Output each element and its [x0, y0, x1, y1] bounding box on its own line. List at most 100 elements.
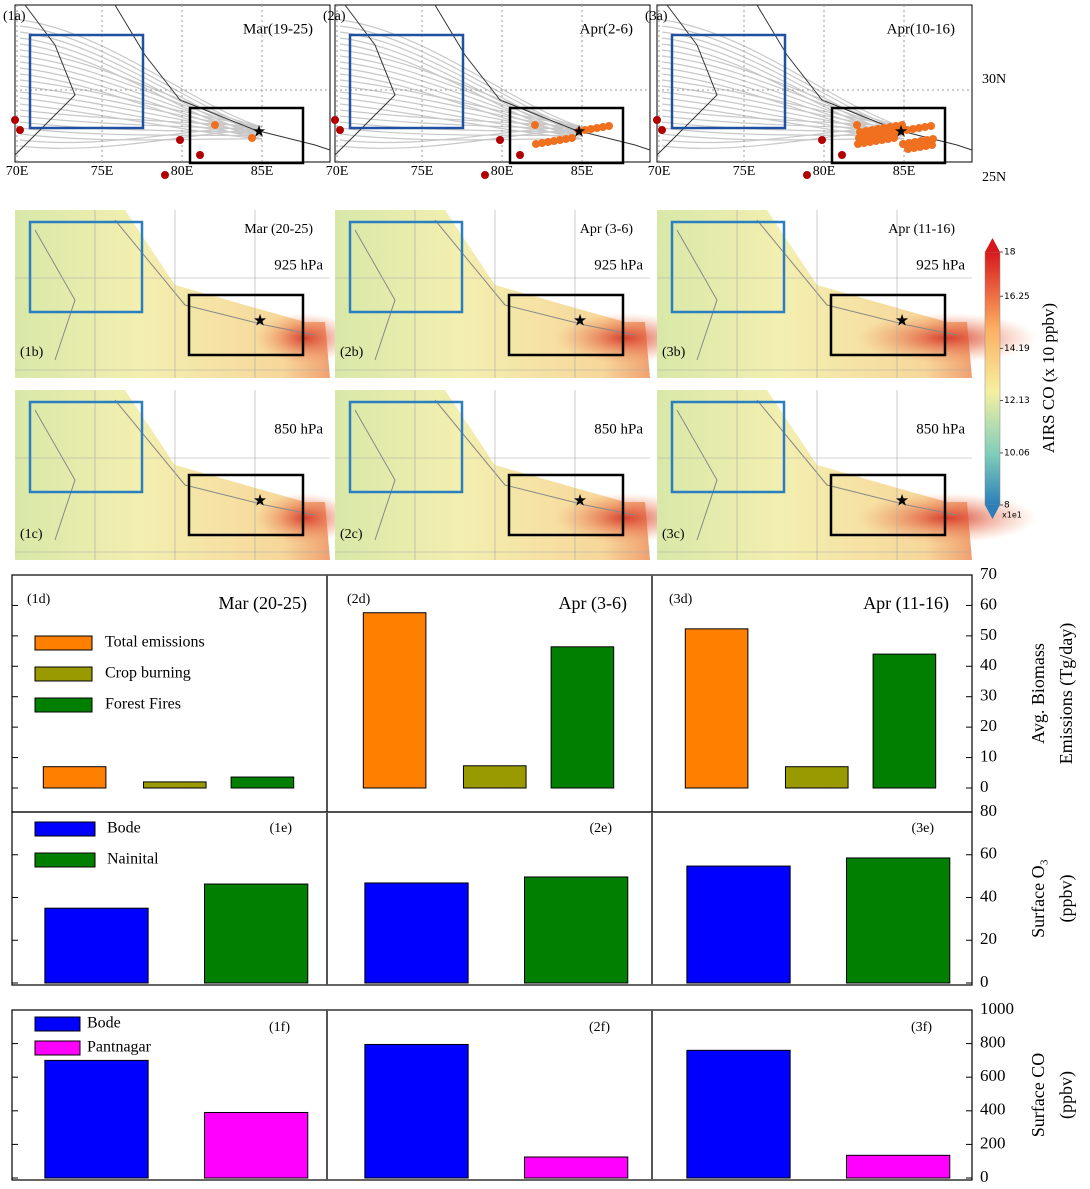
y-tick-label: 40 — [980, 655, 997, 674]
fire — [868, 126, 876, 134]
bar — [845, 1154, 951, 1179]
pressure-level: 850 hPa — [594, 421, 643, 437]
region-box — [670, 220, 786, 314]
fire — [862, 127, 870, 135]
trajectory — [19, 73, 263, 140]
colorbar-tick-label: 16.25 — [1004, 292, 1030, 302]
panel-label: (2b) — [340, 345, 364, 360]
site-star: ★ — [253, 313, 267, 330]
lat-label: 25N — [982, 170, 1006, 185]
fire — [890, 134, 898, 142]
fire — [867, 132, 875, 140]
pressure-level: 925 hPa — [916, 257, 965, 273]
pressure-level: 925 hPa — [274, 257, 323, 273]
fire — [658, 126, 666, 134]
fire — [860, 139, 868, 147]
region-box — [829, 473, 947, 537]
bar — [523, 876, 629, 984]
fire — [879, 130, 887, 138]
site-star: ★ — [895, 313, 909, 330]
y-tick-label: 20 — [980, 929, 997, 948]
y-tick-label: 600 — [980, 1066, 1006, 1085]
region-box — [348, 400, 464, 494]
fire — [568, 134, 576, 142]
fire — [874, 125, 882, 133]
region-box — [187, 293, 305, 357]
panel-title: Apr (3-6) — [559, 593, 627, 614]
fire — [556, 136, 564, 144]
trajectory — [339, 73, 583, 140]
trajectory — [19, 61, 263, 134]
colorbar-cap — [985, 505, 1000, 519]
fire — [854, 140, 862, 148]
panel-title: Mar (20-25) — [244, 222, 313, 237]
fire — [516, 151, 524, 159]
trajectory — [661, 55, 905, 131]
bar — [362, 612, 427, 789]
fire — [856, 128, 864, 136]
region-box — [188, 106, 305, 165]
panel-title: Mar (20-25) — [219, 593, 307, 614]
border — [34, 399, 316, 541]
site-star: ★ — [895, 493, 909, 510]
panel-label: (2c) — [340, 527, 363, 542]
trajectory — [339, 97, 583, 137]
lon-label: 80E — [813, 164, 836, 179]
trajectory — [339, 109, 583, 128]
fire — [855, 134, 863, 142]
y-axis-label: (ppbv) — [1056, 1071, 1077, 1119]
panel-label: (2f) — [589, 1020, 610, 1035]
border — [676, 219, 958, 361]
legend-swatch — [34, 697, 93, 713]
fire — [880, 124, 888, 132]
panel-label: (1f) — [269, 1020, 290, 1035]
fire — [927, 122, 935, 130]
fire — [922, 142, 930, 150]
panel-title: Mar(19-25) — [243, 21, 313, 37]
fire — [532, 140, 540, 148]
trajectory — [19, 67, 263, 137]
border — [354, 399, 636, 541]
y-tick-label: 70 — [980, 564, 997, 583]
fire — [653, 116, 661, 124]
region-box — [829, 293, 947, 357]
fire — [872, 137, 880, 145]
legend-label: Bode — [107, 820, 141, 837]
trajectory — [339, 55, 583, 131]
fire — [878, 136, 886, 144]
colorbar-label: AIRS CO (x 10 ppbv) — [1039, 303, 1058, 453]
fire — [818, 136, 826, 144]
pressure-level: 850 hPa — [274, 421, 323, 437]
border — [676, 399, 958, 541]
legend-label: Crop burning — [105, 665, 191, 682]
y-tick-label: 10 — [980, 746, 997, 765]
fire — [550, 137, 558, 145]
fire — [905, 139, 913, 147]
fire — [898, 121, 906, 129]
fire — [331, 116, 339, 124]
border — [656, 4, 973, 156]
legend-label: Bode — [87, 1015, 121, 1032]
bar — [845, 857, 951, 984]
fire — [593, 124, 601, 132]
region-box — [507, 293, 625, 357]
fire — [866, 138, 874, 146]
region-box — [830, 106, 947, 165]
legend-swatch — [34, 635, 93, 651]
bar — [203, 883, 309, 984]
trajectory — [19, 55, 263, 131]
fire — [897, 127, 905, 135]
site-star: ★ — [573, 493, 587, 510]
trajectory — [339, 19, 583, 128]
pressure-level: 850 hPa — [916, 421, 965, 437]
colorbar-tick-label: 8 — [1004, 501, 1010, 511]
bar — [42, 766, 107, 789]
bar — [523, 1156, 629, 1179]
chart-frame — [11, 1009, 973, 1181]
trajectory — [19, 85, 263, 131]
trajectory — [19, 133, 263, 141]
fire — [211, 121, 219, 129]
legend-swatch — [34, 852, 96, 868]
lon-label: 85E — [893, 164, 916, 179]
region-box — [28, 400, 144, 494]
